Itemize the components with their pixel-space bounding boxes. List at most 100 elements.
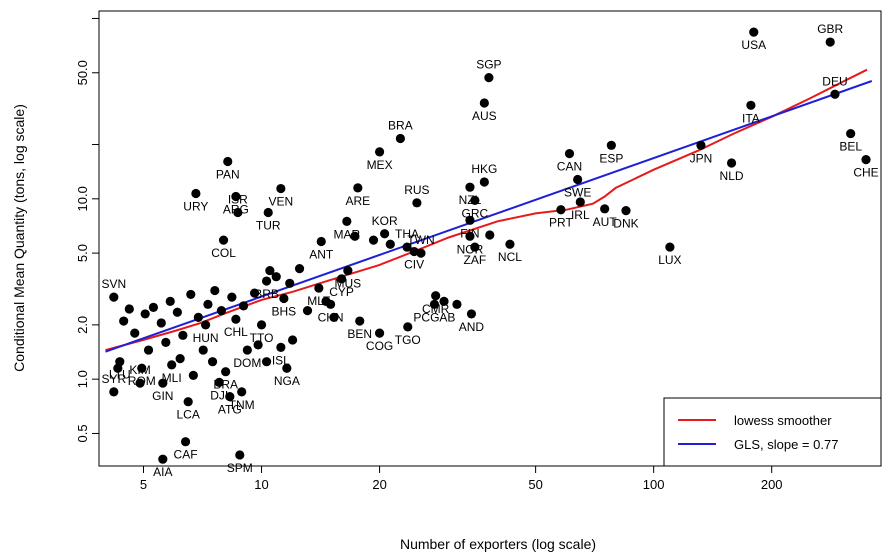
data-point	[109, 292, 119, 302]
data-points: USA GBR DEU ITA BEL CHE JPN NLD ESP CAN SGP AUS BRA M…	[101, 22, 878, 479]
point-label: THA	[395, 227, 419, 241]
data-point	[231, 314, 241, 324]
data-point	[452, 299, 462, 309]
data-point	[479, 177, 489, 187]
point-label: SVN	[101, 277, 126, 291]
data-point	[479, 98, 489, 108]
data-point	[316, 236, 326, 247]
data-point	[556, 205, 566, 215]
data-point	[180, 437, 191, 447]
data-point	[225, 392, 235, 402]
point-label: SGP	[476, 58, 501, 72]
point-label: URY	[183, 200, 208, 214]
data-point	[271, 272, 281, 282]
data-point	[749, 27, 759, 37]
point-label: JPN	[690, 151, 713, 165]
data-point	[186, 289, 196, 300]
point-label: AND	[459, 320, 485, 334]
data-point	[239, 301, 249, 311]
data-point	[395, 133, 405, 144]
data-point	[329, 312, 339, 323]
y-tick-label: 10.0	[75, 186, 90, 211]
point-label: BRB	[254, 287, 279, 301]
point-label: NLD	[720, 169, 744, 183]
data-point	[287, 335, 298, 345]
data-point	[431, 291, 441, 301]
point-label: SYR	[101, 372, 126, 386]
data-point	[342, 216, 352, 226]
data-point	[374, 328, 385, 338]
data-point	[183, 397, 193, 407]
x-tick-label: 100	[643, 477, 665, 492]
point-label: AIA	[153, 465, 172, 479]
data-point	[285, 278, 295, 288]
point-label: SWE	[564, 185, 591, 199]
data-point	[175, 354, 185, 364]
data-point	[172, 307, 182, 317]
data-point	[830, 89, 840, 99]
data-point	[575, 197, 585, 207]
data-point	[221, 367, 231, 377]
data-point	[336, 274, 347, 284]
point-label: PAN	[216, 168, 240, 182]
point-label: MEX	[367, 158, 393, 172]
point-label: MLI	[162, 371, 182, 385]
data-point	[402, 242, 412, 252]
point-label: PRT	[549, 216, 573, 230]
x-tick-label: 50	[528, 477, 542, 492]
point-label: PCGAB	[413, 310, 455, 324]
data-point	[218, 235, 229, 245]
data-point	[210, 285, 220, 296]
y-tick-label: 0.5	[75, 424, 90, 442]
data-point	[846, 128, 856, 139]
point-label: NGA	[274, 374, 300, 388]
x-tick-label: 20	[372, 477, 386, 492]
data-point	[606, 140, 616, 150]
data-point	[621, 206, 631, 216]
data-point	[223, 156, 233, 167]
point-label: AUT	[593, 215, 618, 229]
point-label: ANT	[309, 247, 334, 261]
data-point	[573, 174, 583, 185]
data-point	[465, 215, 475, 225]
data-point	[235, 450, 245, 460]
data-point	[412, 198, 422, 208]
point-label: NCL	[498, 250, 522, 264]
data-point	[249, 288, 260, 298]
point-label: TWN	[407, 233, 434, 247]
point-label: ZAF	[464, 253, 487, 267]
point-label: DJI	[210, 388, 228, 402]
data-point	[253, 340, 263, 350]
point-label: COG	[366, 339, 393, 353]
point-label: AUS	[472, 109, 497, 123]
data-point	[600, 204, 610, 214]
data-point	[484, 73, 494, 83]
data-point	[564, 149, 575, 159]
data-point	[137, 363, 147, 373]
plot-frame	[98, 10, 882, 467]
data-point	[193, 312, 203, 323]
data-point	[231, 191, 241, 202]
data-point	[214, 377, 224, 387]
data-point	[198, 345, 208, 355]
data-point	[368, 235, 379, 245]
data-point	[124, 304, 134, 314]
y-tick-label: 2.0	[75, 316, 90, 334]
legend-lowess-label: lowess smoother	[734, 413, 832, 428]
data-point	[343, 265, 353, 276]
data-point	[302, 305, 313, 316]
data-point	[276, 342, 286, 353]
data-point	[353, 183, 363, 193]
point-label: LUX	[658, 253, 681, 267]
data-point	[256, 320, 267, 330]
data-point	[465, 231, 475, 241]
x-tick-label: 5	[140, 477, 147, 492]
data-point	[726, 158, 737, 168]
lowess-smoother-line	[105, 68, 868, 352]
data-point	[143, 345, 154, 355]
data-point	[261, 276, 272, 286]
data-point	[109, 387, 119, 397]
legend: lowess smoother GLS, slope = 0.77	[663, 397, 882, 467]
data-point	[465, 182, 475, 192]
